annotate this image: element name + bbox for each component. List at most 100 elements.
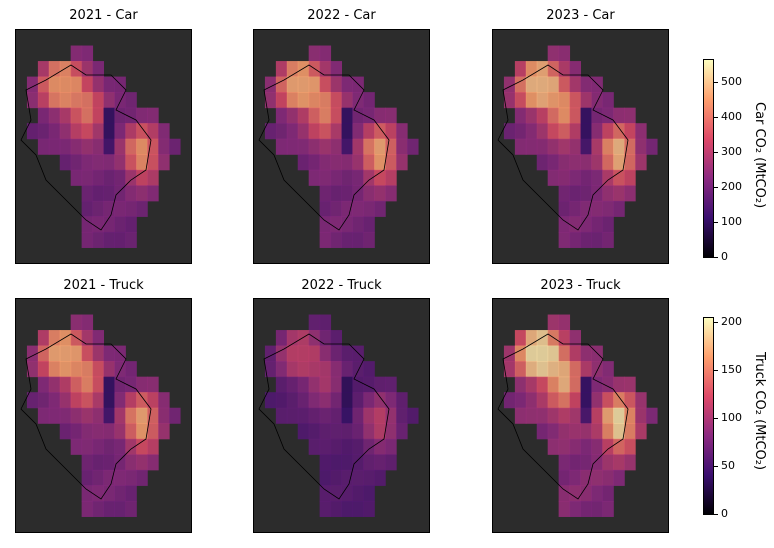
heatmap-cell xyxy=(158,392,170,409)
heatmap-cell xyxy=(341,231,353,248)
heatmap-cell xyxy=(114,185,126,202)
heatmap-cell xyxy=(264,92,277,109)
heatmap-cell xyxy=(81,61,94,78)
heatmap-cell xyxy=(536,154,549,171)
heatmap-cell xyxy=(558,154,571,171)
heatmap-cell xyxy=(396,154,408,171)
truck-colorbar xyxy=(703,317,714,515)
heatmap-cell xyxy=(103,392,115,409)
heatmap-cell xyxy=(26,76,39,93)
heatmap-cell xyxy=(525,92,538,109)
heatmap-cell xyxy=(363,454,375,471)
car-colorbar-label: Car CO₂ (MtCO₂) xyxy=(752,102,767,209)
heatmap-cell xyxy=(536,61,549,78)
heatmap-cell xyxy=(580,123,592,140)
heatmap-cell xyxy=(103,138,115,155)
heatmap-cell xyxy=(136,123,148,140)
heatmap-cell xyxy=(319,438,332,455)
heatmap-cell xyxy=(264,392,277,409)
heatmap-cell xyxy=(81,500,94,517)
heatmap-cell xyxy=(602,407,614,424)
heatmap-cell xyxy=(319,407,332,424)
heatmap-grid xyxy=(493,30,668,263)
heatmap-cell xyxy=(385,438,397,455)
heatmap-cell xyxy=(514,345,527,362)
heatmap-cell xyxy=(385,185,397,202)
heatmap-cell xyxy=(602,500,614,517)
heatmap-cell xyxy=(547,107,560,124)
heatmap-cell xyxy=(624,376,636,393)
car-tick-0: 0 xyxy=(721,250,728,263)
heatmap-cell xyxy=(547,92,560,109)
heatmap-cell xyxy=(363,169,375,186)
heatmap-cell xyxy=(81,361,94,378)
heatmap-cell xyxy=(591,123,603,140)
heatmap-cell xyxy=(103,423,115,440)
heatmap-cell xyxy=(103,469,115,486)
heatmap-cell xyxy=(81,314,94,331)
heatmap-cell xyxy=(81,216,94,233)
heatmap-cell xyxy=(569,345,581,362)
heatmap-cell xyxy=(125,169,137,186)
heatmap-cell xyxy=(37,107,50,124)
heatmap-cell xyxy=(81,138,94,155)
heatmap-cell xyxy=(319,76,332,93)
heatmap-cell xyxy=(602,485,614,502)
heatmap-cell xyxy=(59,154,72,171)
heatmap-cell xyxy=(341,185,353,202)
heatmap-cell xyxy=(330,376,342,393)
heatmap-cell xyxy=(591,200,603,217)
heatmap-cell xyxy=(503,392,516,409)
heatmap-cell xyxy=(591,407,603,424)
panel-title-2023-truck: 2023 - Truck xyxy=(540,278,621,293)
heatmap-cell xyxy=(558,231,571,248)
heatmap-cell xyxy=(286,376,299,393)
heatmap-cell xyxy=(308,169,321,186)
heatmap-cell xyxy=(558,107,571,124)
heatmap-cell xyxy=(125,185,137,202)
heatmap-cell xyxy=(569,123,581,140)
heatmap-cell xyxy=(114,438,126,455)
heatmap-cell xyxy=(308,76,321,93)
heatmap-cell xyxy=(297,123,310,140)
heatmap-cell xyxy=(385,169,397,186)
heatmap-cell xyxy=(514,376,527,393)
heatmap-cell xyxy=(591,454,603,471)
car-colorbar xyxy=(703,59,714,258)
heatmap-cell xyxy=(37,330,50,347)
map-panel-2022-car xyxy=(253,29,430,264)
heatmap-cell xyxy=(297,361,310,378)
heatmap-cell xyxy=(103,154,115,171)
heatmap-cell xyxy=(114,469,126,486)
heatmap-cell xyxy=(341,423,353,440)
heatmap-cell xyxy=(275,407,288,424)
heatmap-cell xyxy=(81,345,94,362)
region-boundary xyxy=(497,333,629,500)
heatmap-cell xyxy=(558,123,571,140)
truck-colorbar-label: Truck CO₂ (MtCO₂) xyxy=(752,352,767,471)
heatmap-cell xyxy=(547,345,560,362)
heatmap-cell xyxy=(374,123,386,140)
heatmap-cell xyxy=(330,92,342,109)
heatmap-cell xyxy=(81,392,94,409)
heatmap-cell xyxy=(81,154,94,171)
heatmap-cell xyxy=(613,392,625,409)
heatmap-cell xyxy=(352,92,364,109)
heatmap-cell xyxy=(136,107,148,124)
panel-title-2021-truck: 2021 - Truck xyxy=(63,278,144,293)
heatmap-cell xyxy=(286,92,299,109)
heatmap-cell xyxy=(352,454,364,471)
heatmap-cell xyxy=(396,123,408,140)
heatmap-cell xyxy=(308,438,321,455)
heatmap-cell xyxy=(103,231,115,248)
heatmap-cell xyxy=(70,45,83,62)
heatmap-cell xyxy=(59,76,72,93)
heatmap-cell xyxy=(591,438,603,455)
car-tick-300: 300 xyxy=(721,145,742,158)
heatmap-cell xyxy=(275,330,288,347)
heatmap-cell xyxy=(352,200,364,217)
heatmap-cell xyxy=(635,154,647,171)
car-tick-400: 400 xyxy=(721,110,742,123)
heatmap-cell xyxy=(547,76,560,93)
heatmap-cell xyxy=(558,61,571,78)
